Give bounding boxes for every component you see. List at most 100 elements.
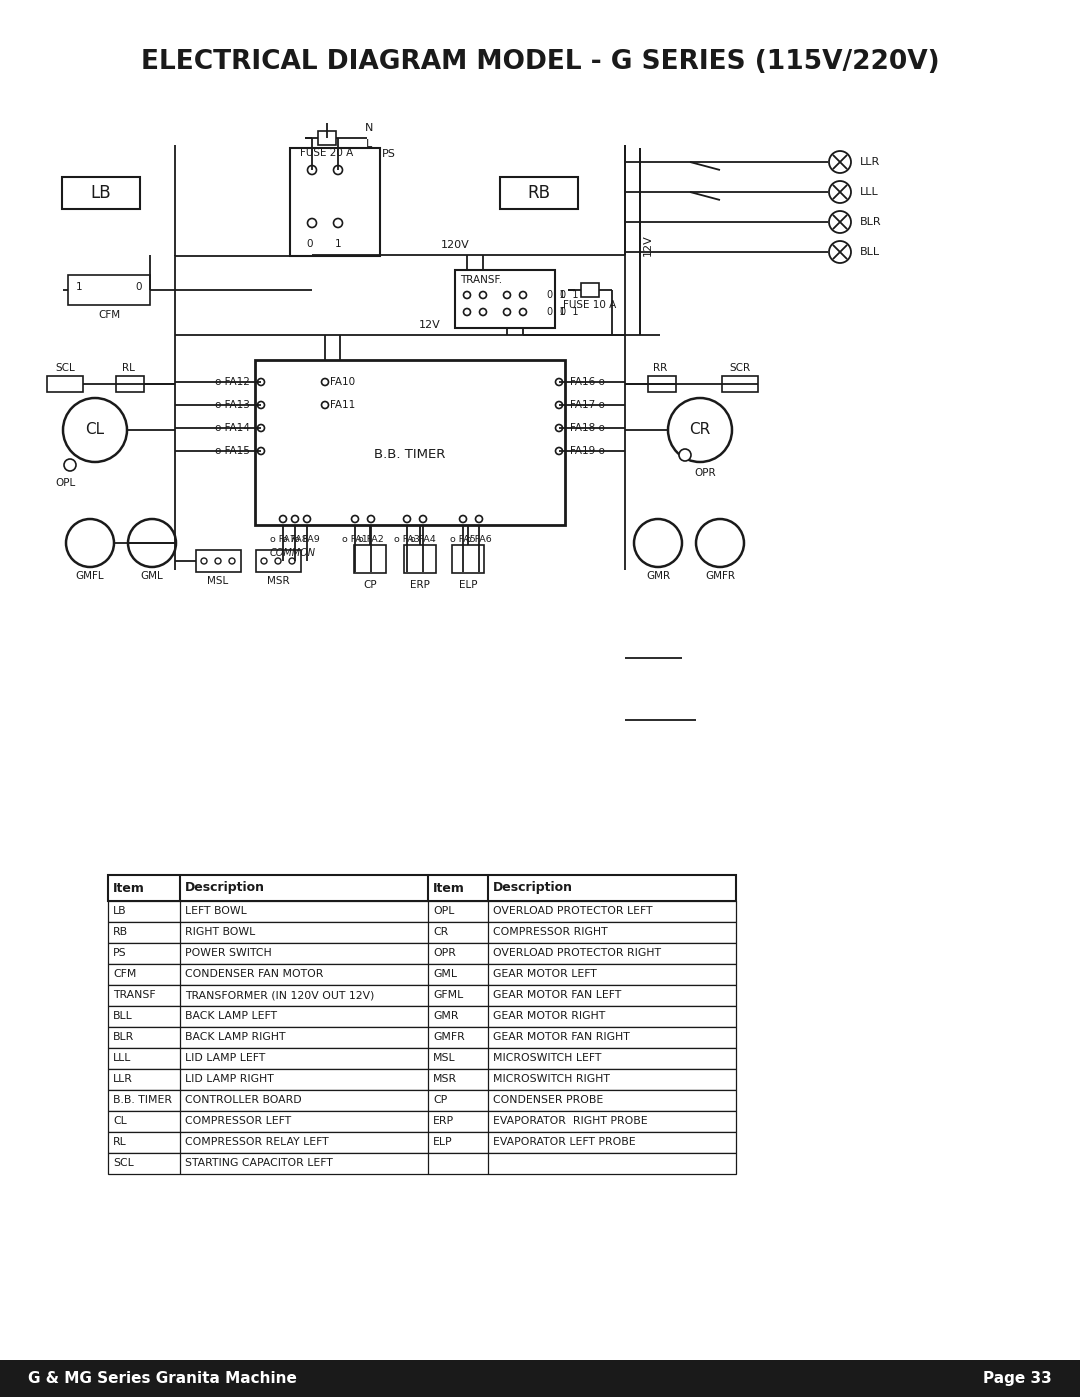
Bar: [455, 270, 555, 328]
Text: CP: CP: [433, 1095, 447, 1105]
Text: CONDENSER FAN MOTOR: CONDENSER FAN MOTOR: [185, 970, 323, 979]
Text: LID LAMP RIGHT: LID LAMP RIGHT: [185, 1074, 273, 1084]
Text: L: L: [366, 138, 373, 149]
Bar: [108, 875, 735, 901]
Circle shape: [367, 515, 375, 522]
Text: GMR: GMR: [646, 571, 670, 581]
Circle shape: [463, 292, 471, 299]
Text: Page 33: Page 33: [983, 1370, 1052, 1386]
Text: ELP: ELP: [459, 580, 477, 590]
Text: FA11: FA11: [330, 400, 355, 409]
Bar: [581, 284, 599, 298]
Text: SCR: SCR: [729, 363, 751, 373]
Text: FUSE 10 A: FUSE 10 A: [564, 300, 617, 310]
Text: 0: 0: [307, 239, 313, 249]
Text: 12V: 12V: [643, 235, 653, 256]
Circle shape: [63, 398, 127, 462]
Circle shape: [308, 218, 316, 228]
Text: o FA7: o FA7: [270, 535, 296, 543]
Text: o FA6: o FA6: [467, 535, 491, 543]
Text: o FA12: o FA12: [215, 377, 249, 387]
Circle shape: [257, 401, 265, 408]
Text: SCL: SCL: [55, 363, 75, 373]
Text: LB: LB: [91, 184, 111, 203]
Circle shape: [519, 292, 527, 299]
Text: SCL: SCL: [113, 1158, 134, 1168]
Text: MSR: MSR: [433, 1074, 457, 1084]
Bar: [723, 376, 758, 393]
Text: LLL: LLL: [860, 187, 879, 197]
Text: GMFR: GMFR: [433, 1032, 464, 1042]
Circle shape: [459, 515, 467, 522]
Circle shape: [419, 515, 427, 522]
Circle shape: [64, 460, 76, 471]
Circle shape: [555, 401, 563, 408]
Text: B.B. TIMER: B.B. TIMER: [113, 1095, 172, 1105]
Text: o FA9: o FA9: [294, 535, 320, 543]
Text: TRANSFORMER (IN 120V OUT 12V): TRANSFORMER (IN 120V OUT 12V): [185, 990, 375, 1000]
Circle shape: [280, 515, 286, 522]
Text: EVAPORATOR  RIGHT PROBE: EVAPORATOR RIGHT PROBE: [492, 1116, 648, 1126]
Circle shape: [679, 448, 691, 461]
Text: PS: PS: [382, 149, 396, 159]
Text: o FA13: o FA13: [215, 400, 249, 409]
Bar: [648, 376, 676, 393]
Bar: [291, 148, 380, 256]
Circle shape: [555, 379, 563, 386]
Text: CL: CL: [85, 422, 105, 437]
Text: OPL: OPL: [55, 478, 76, 488]
Text: GFML: GFML: [433, 990, 463, 1000]
Circle shape: [215, 557, 221, 564]
Text: GEAR MOTOR LEFT: GEAR MOTOR LEFT: [492, 970, 597, 979]
Circle shape: [289, 557, 295, 564]
Text: FA17 o: FA17 o: [570, 400, 605, 409]
Text: BACK LAMP LEFT: BACK LAMP LEFT: [185, 1011, 276, 1021]
Circle shape: [404, 515, 410, 522]
Text: FUSE 20 A: FUSE 20 A: [300, 148, 353, 158]
Text: o FA2: o FA2: [359, 535, 383, 543]
Text: 0  1: 0 1: [561, 307, 579, 317]
Text: BLL: BLL: [113, 1011, 133, 1021]
Text: POWER SWITCH: POWER SWITCH: [185, 949, 272, 958]
Text: Item: Item: [113, 882, 145, 894]
Text: CL: CL: [113, 1116, 126, 1126]
Text: CFM: CFM: [98, 310, 120, 320]
Circle shape: [261, 557, 267, 564]
Text: MSL: MSL: [207, 576, 229, 585]
Circle shape: [322, 379, 328, 386]
Text: Description: Description: [185, 882, 265, 894]
Text: LLL: LLL: [113, 1053, 132, 1063]
Text: o FA14: o FA14: [215, 423, 249, 433]
Text: PS: PS: [113, 949, 126, 958]
Circle shape: [696, 520, 744, 567]
Text: ERP: ERP: [410, 580, 430, 590]
Circle shape: [519, 309, 527, 316]
Text: MSL: MSL: [433, 1053, 456, 1063]
Text: GEAR MOTOR FAN RIGHT: GEAR MOTOR FAN RIGHT: [492, 1032, 630, 1042]
Bar: [108, 1027, 735, 1048]
Circle shape: [555, 425, 563, 432]
Text: CFM: CFM: [113, 970, 136, 979]
Text: FA19 o: FA19 o: [570, 446, 605, 455]
Text: STARTING CAPACITOR LEFT: STARTING CAPACITOR LEFT: [185, 1158, 333, 1168]
Bar: [108, 985, 735, 1006]
Text: FA10: FA10: [330, 377, 355, 387]
Text: 0: 0: [135, 282, 141, 292]
Text: MICROSWITCH LEFT: MICROSWITCH LEFT: [492, 1053, 602, 1063]
Circle shape: [129, 520, 176, 567]
Bar: [0, 1361, 1080, 1397]
Bar: [48, 376, 83, 393]
Text: ELP: ELP: [433, 1137, 453, 1147]
Text: RB: RB: [527, 184, 551, 203]
Text: COMPRESSOR RELAY LEFT: COMPRESSOR RELAY LEFT: [185, 1137, 328, 1147]
Text: o FA8: o FA8: [282, 535, 308, 543]
Circle shape: [229, 557, 235, 564]
Circle shape: [257, 379, 265, 386]
Text: CONTROLLER BOARD: CONTROLLER BOARD: [185, 1095, 301, 1105]
Bar: [318, 131, 336, 145]
Text: 1: 1: [335, 239, 341, 249]
Bar: [108, 922, 735, 943]
Text: CP: CP: [363, 580, 377, 590]
Text: G & MG Series Granita Machine: G & MG Series Granita Machine: [28, 1370, 297, 1386]
Bar: [500, 177, 578, 210]
